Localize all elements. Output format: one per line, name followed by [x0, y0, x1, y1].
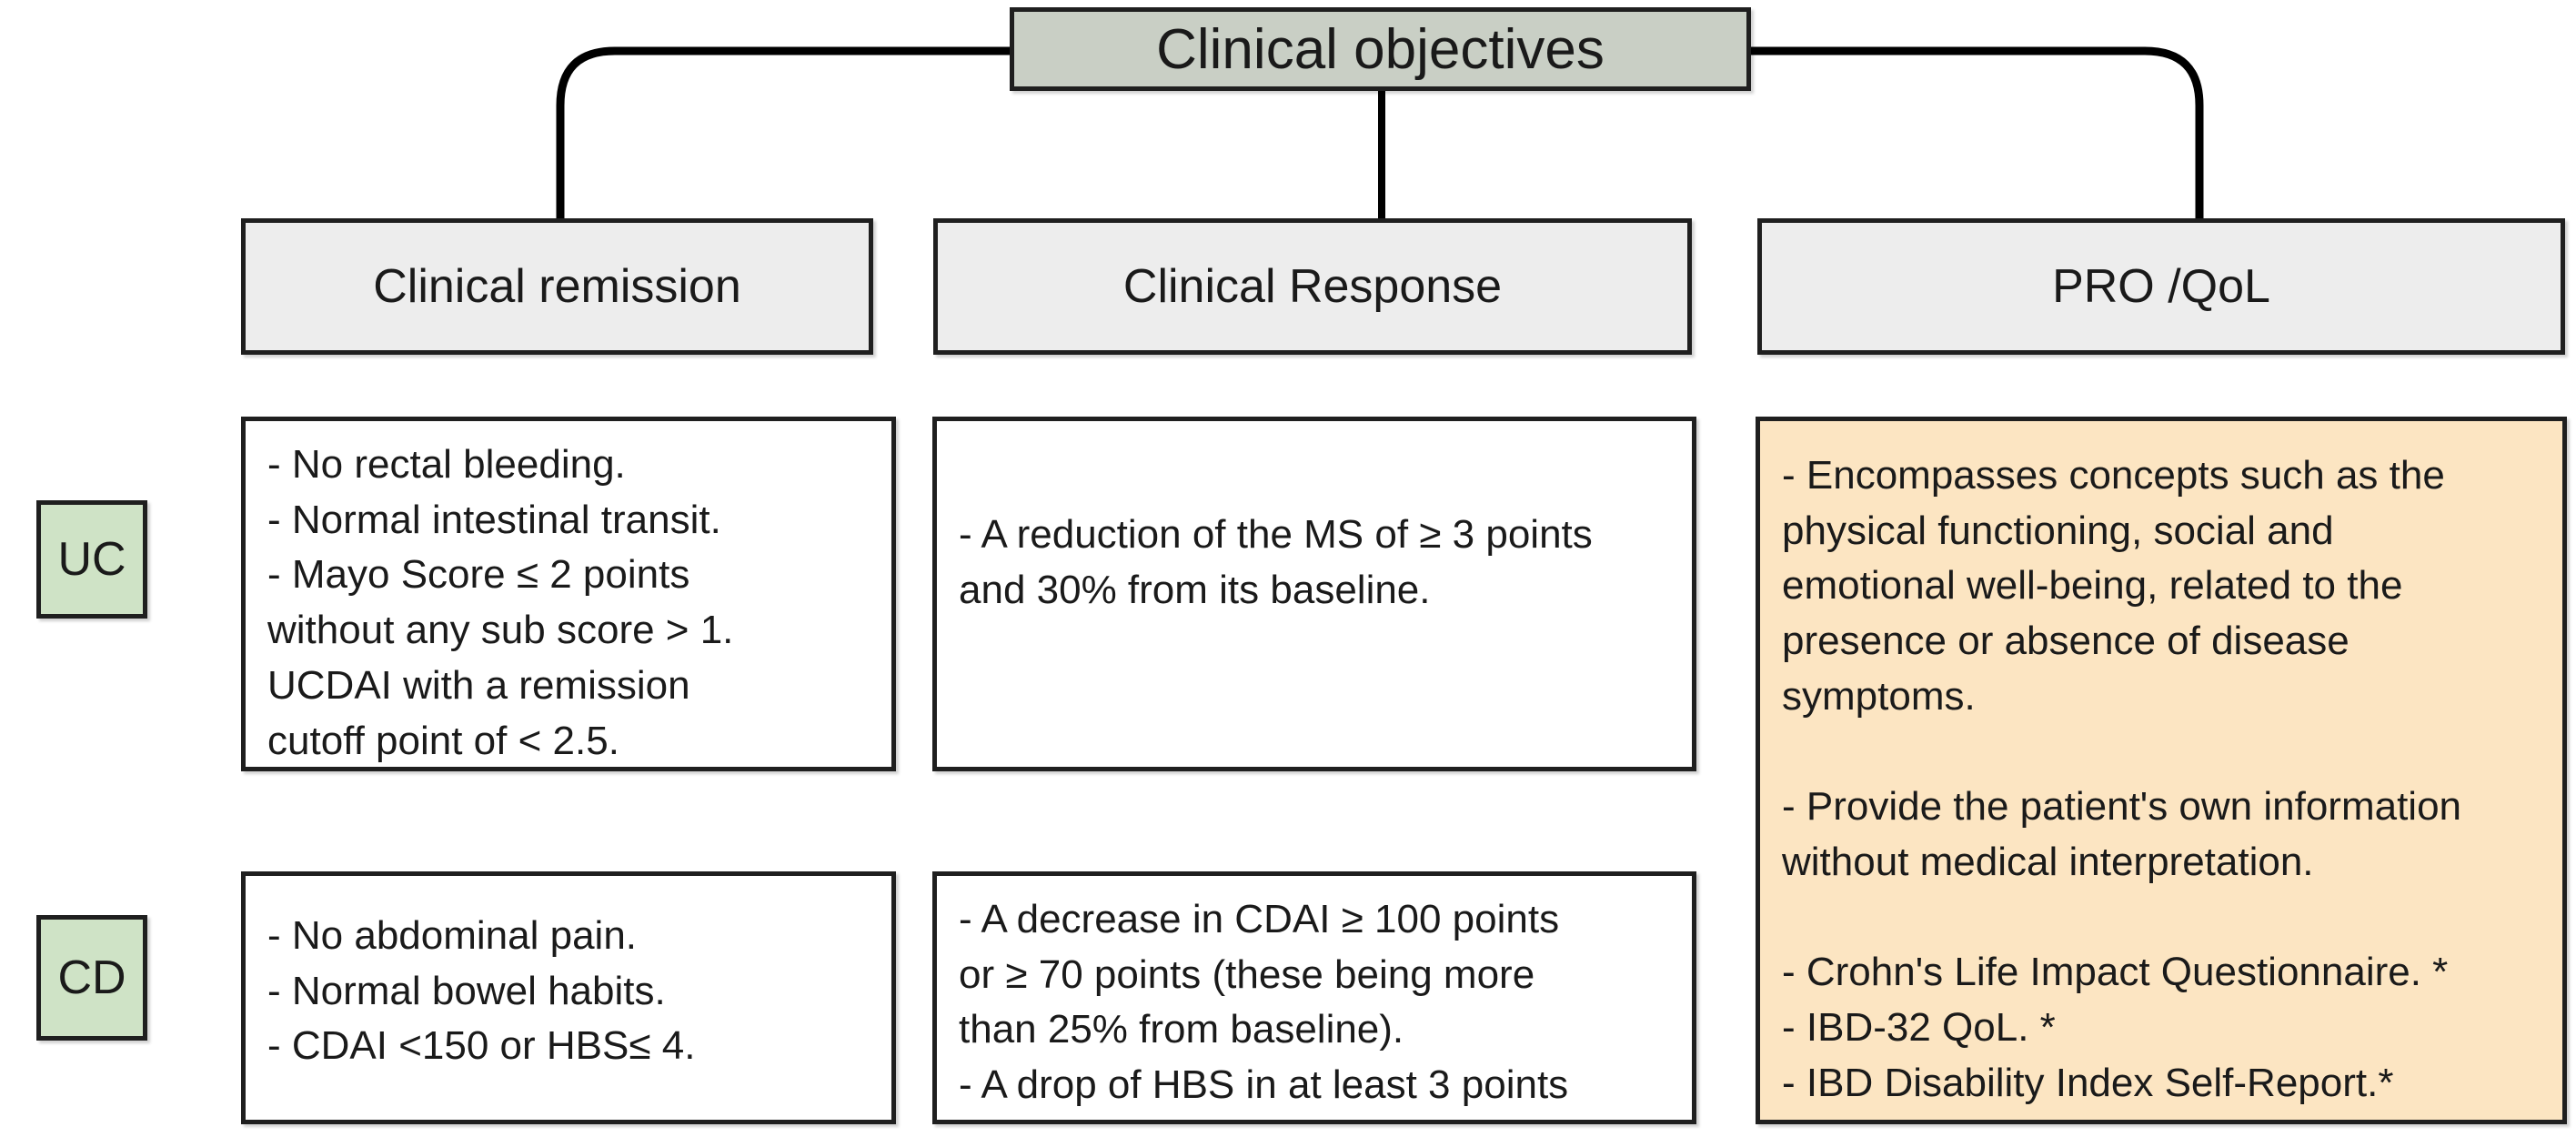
column-header-clinical-remission: Clinical remission [241, 218, 873, 355]
cell-text: - No rectal bleeding. - Normal intestina… [267, 442, 734, 763]
connector-left-branch [556, 46, 1013, 224]
cell-text: - Encompasses concepts such as the physi… [1782, 453, 2462, 1105]
cell-text: - A decrease in CDAI ≥ 100 points or ≥ 7… [959, 897, 1569, 1108]
cell-pro-qol: - Encompasses concepts such as the physi… [1756, 417, 2567, 1124]
column-header-label: PRO /QoL [2052, 260, 2270, 313]
diagram-title: Clinical objectives [1156, 17, 1605, 81]
cell-text: - A reduction of the MS of ≥ 3 points an… [959, 512, 1593, 612]
column-header-clinical-response: Clinical Response [933, 218, 1692, 355]
row-label-uc: UC [36, 500, 147, 619]
column-header-pro-qol: PRO /QoL [1757, 218, 2565, 355]
row-label-text: UC [57, 533, 126, 586]
cell-cd-clinical-response: - A decrease in CDAI ≥ 100 points or ≥ 7… [932, 871, 1696, 1124]
cell-text: - No abdominal pain. - Normal bowel habi… [267, 913, 696, 1069]
connector-right-branch [1747, 46, 2204, 224]
column-header-label: Clinical Response [1122, 260, 1503, 313]
cell-cd-clinical-remission: - No abdominal pain. - Normal bowel habi… [241, 871, 896, 1124]
row-label-cd: CD [36, 915, 147, 1041]
row-label-text: CD [57, 951, 126, 1004]
title-box: Clinical objectives [1010, 7, 1751, 91]
cell-uc-clinical-remission: - No rectal bleeding. - Normal intestina… [241, 417, 896, 771]
column-header-label: Clinical remission [373, 260, 741, 313]
cell-uc-clinical-response: - A reduction of the MS of ≥ 3 points an… [932, 417, 1696, 771]
